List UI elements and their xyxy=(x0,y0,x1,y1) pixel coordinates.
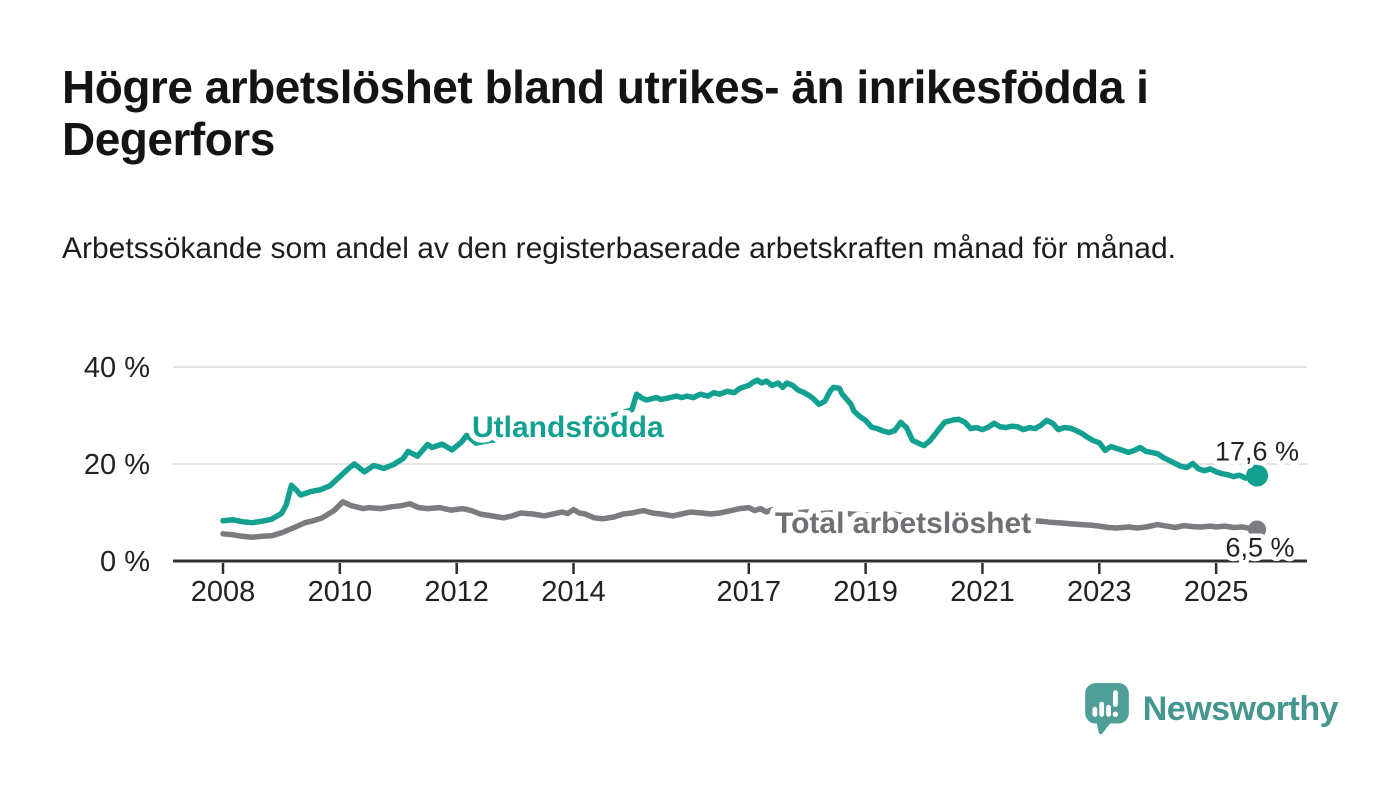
x-tick-label: 2008 xyxy=(191,576,256,608)
end-dots-layer xyxy=(1246,464,1269,539)
newsworthy-logo: Newsworthy xyxy=(1084,682,1339,736)
axis-layer: 0 % 20 % 40 % 2008 2010 2012 2014 2017 2019 2021 2… xyxy=(84,352,1307,608)
end-value-labels-layer: 17,6 % 6,5 % xyxy=(1211,432,1304,567)
x-tick-label: 2025 xyxy=(1184,576,1249,608)
series-label-utlandsf-dda: Utlandsfödda xyxy=(472,411,664,444)
y-tick-label: 20 % xyxy=(84,449,150,481)
chart-subtitle: Arbetssökande som andel av den registerb… xyxy=(62,232,1176,265)
gridlines-layer xyxy=(173,366,1307,465)
newsworthy-logo-icon xyxy=(1084,683,1129,735)
series-labels-layer: Utlandsfödda Total arbetslöshet xyxy=(467,406,1037,546)
chart-title: Högre arbetslöshet bland utrikes- än inr… xyxy=(62,61,1149,165)
newsworthy-logo-text: Newsworthy xyxy=(1142,689,1339,728)
logo-bars xyxy=(1092,690,1118,717)
end-dot-total-arbetsl-shet xyxy=(1248,520,1267,539)
end-value-label-total-arbetsl-shet: 6,5 % xyxy=(1226,532,1295,562)
x-tick-label: 2010 xyxy=(308,576,373,608)
x-tick-label: 2012 xyxy=(424,576,489,608)
end-value-label-utlandsf-dda: 17,6 % xyxy=(1215,437,1299,467)
x-tick-label: 2023 xyxy=(1067,576,1132,608)
y-tick-label: 0 % xyxy=(100,546,150,578)
x-tick-label: 2017 xyxy=(717,576,782,608)
x-tick-label: 2021 xyxy=(950,576,1015,608)
x-tick-label: 2019 xyxy=(833,576,898,608)
end-dot-utlandsf-dda xyxy=(1246,464,1269,487)
y-tick-label: 40 % xyxy=(84,352,150,384)
series-lines-layer xyxy=(220,377,1260,540)
series-line-total-arbetsl-shet xyxy=(220,499,1260,540)
series-label-total-arbetsl-shet: Total arbetslöshet xyxy=(775,507,1031,540)
series-line-utlandsf-dda xyxy=(220,377,1260,526)
x-tick-label: 2014 xyxy=(541,576,606,608)
